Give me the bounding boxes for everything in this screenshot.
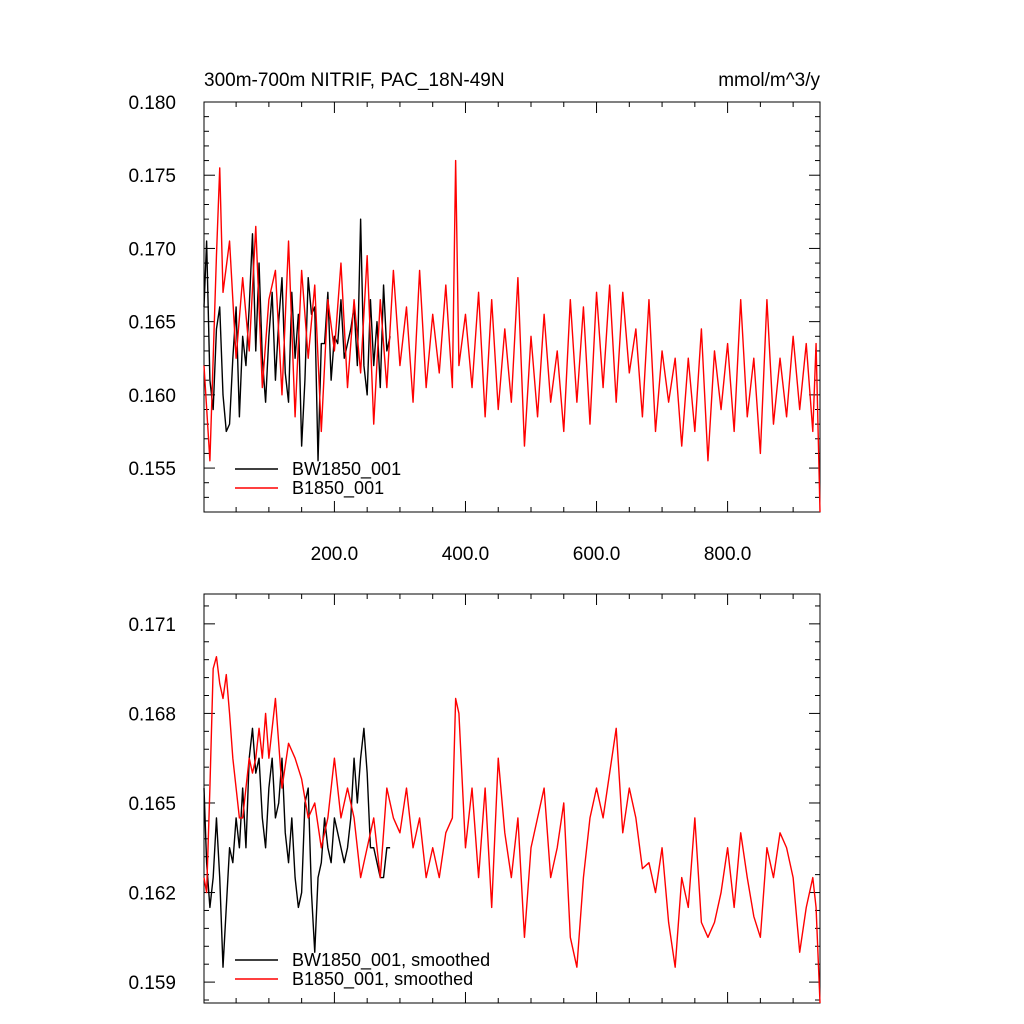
chart-1-y-tick-label: 0.180 bbox=[128, 93, 176, 114]
chart-1-y-tick-label: 0.165 bbox=[128, 313, 176, 334]
chart-1-y-tick-label: 0.175 bbox=[128, 166, 176, 187]
chart-2-legend-label-1: BW1850_001, smoothed bbox=[292, 950, 490, 971]
chart-1-plot-frame bbox=[203, 101, 821, 513]
chart-1-legend-label-1: BW1850_001 bbox=[292, 459, 401, 480]
chart-2-y-tick-label: 0.171 bbox=[128, 615, 176, 636]
chart-1-y-tick-label: 0.170 bbox=[128, 239, 176, 260]
chart-2-plot-frame bbox=[203, 593, 821, 1004]
chart-1-title: 300m-700m NITRIF, PAC_18N-49N bbox=[204, 70, 505, 91]
chart-1-legend-label-2: B1850_001 bbox=[292, 478, 384, 499]
chart-1-units: mmol/m^3/y bbox=[718, 70, 820, 91]
chart-2-y-tick-label: 0.165 bbox=[128, 794, 176, 815]
chart-2-y-tick-label: 0.162 bbox=[128, 884, 176, 905]
chart-1-x-tick-label: 200.0 bbox=[311, 544, 359, 565]
chart-1-y-tick-label: 0.160 bbox=[128, 386, 176, 407]
chart-1-x-tick-label: 400.0 bbox=[442, 544, 490, 565]
chart-1-series-2-line bbox=[203, 159, 821, 513]
chart-2-y-tick-label: 0.159 bbox=[128, 973, 176, 994]
chart-2-y-tick-label: 0.168 bbox=[128, 704, 176, 725]
chart-1-y-tick-label: 0.155 bbox=[128, 459, 176, 480]
chart-1-x-tick-label: 600.0 bbox=[573, 544, 621, 565]
chart-2-legend-label-2: B1850_001, smoothed bbox=[292, 969, 473, 990]
chart-2-series-2-line bbox=[203, 655, 821, 1004]
chart-1-x-tick-label: 800.0 bbox=[704, 544, 752, 565]
chart-2-series-1-line bbox=[203, 727, 391, 968]
